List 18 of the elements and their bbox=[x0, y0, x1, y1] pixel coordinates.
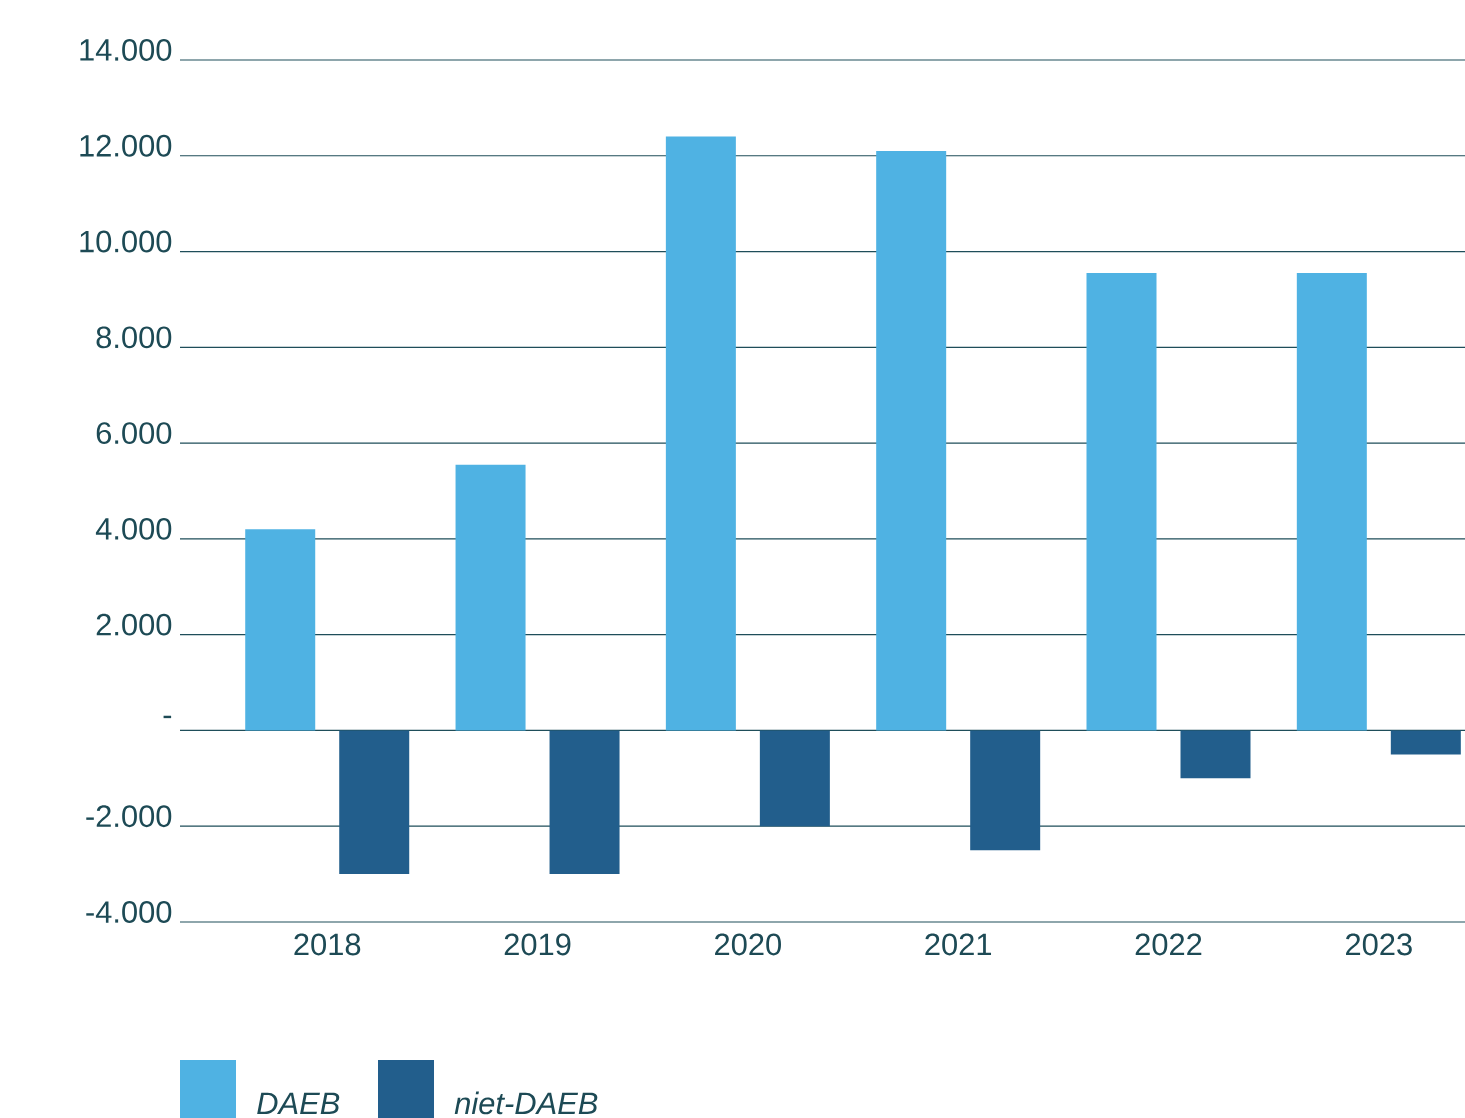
y-tick-label: - bbox=[163, 715, 172, 719]
y-tick-label: 2.000 bbox=[96, 613, 172, 636]
y-tick-label: -4.000 bbox=[86, 901, 172, 923]
x-tick-label: 2019 bbox=[504, 933, 571, 956]
y-tick-label: 12.000 bbox=[80, 134, 172, 157]
legend-label: DAEB bbox=[257, 1092, 340, 1114]
y-tick-label: -2.000 bbox=[86, 805, 172, 828]
y-tick-label: 6.000 bbox=[96, 422, 172, 445]
legend-label: niet-DAEB bbox=[454, 1091, 598, 1115]
y-tick-label: 14.000 bbox=[80, 39, 172, 61]
x-tick-label: 2023 bbox=[1346, 933, 1412, 956]
y-tick-label: 4.000 bbox=[95, 517, 172, 540]
x-tick-label: 2021 bbox=[925, 933, 992, 956]
x-tick-label: 2018 bbox=[294, 933, 361, 956]
y-tick-label: 10.000 bbox=[80, 230, 172, 253]
x-tick-label: 2022 bbox=[1135, 933, 1202, 956]
y-tick-label: 8.000 bbox=[96, 326, 172, 349]
x-tick-label: 2020 bbox=[715, 933, 781, 956]
